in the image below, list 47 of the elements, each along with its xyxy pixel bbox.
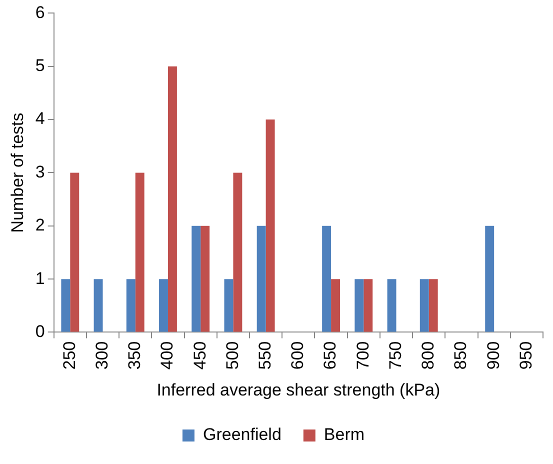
x-tick-label: 300 — [92, 341, 112, 370]
x-tick-label: 550 — [256, 341, 275, 370]
x-tick-label: 850 — [451, 341, 470, 370]
y-tick-label: 2 — [35, 216, 45, 235]
legend-label: Greenfield — [202, 425, 282, 444]
x-tick-label: 450 — [190, 341, 210, 370]
x-tick-label: 750 — [386, 341, 405, 370]
bar — [354, 279, 364, 332]
x-tick-label: 950 — [516, 341, 536, 370]
bar — [485, 226, 494, 332]
bar — [266, 120, 275, 332]
bar — [61, 279, 70, 332]
bar — [94, 279, 103, 332]
x-tick-label: 800 — [418, 341, 438, 370]
x-axis-title: Inferred average shear strength (kPa) — [156, 380, 440, 400]
bar — [428, 279, 438, 332]
x-tick-label: 250 — [60, 341, 79, 370]
bar — [70, 172, 80, 332]
y-tick-label: 1 — [35, 268, 45, 288]
bar — [200, 226, 210, 332]
bar — [159, 279, 168, 332]
bar — [331, 279, 340, 332]
bar — [387, 279, 396, 332]
bar — [233, 172, 242, 332]
y-tick-label: 5 — [35, 56, 45, 76]
bar — [192, 226, 201, 332]
x-tick-label: 650 — [320, 341, 340, 370]
x-tick-label: 500 — [222, 341, 242, 370]
x-tick-label: 350 — [125, 341, 144, 370]
y-axis-title: Number of tests — [8, 112, 27, 233]
bar — [135, 172, 144, 332]
y-tick-label: 0 — [35, 322, 45, 341]
bar — [168, 66, 177, 332]
y-tick-label: 6 — [35, 2, 45, 22]
y-tick-label: 4 — [35, 109, 45, 128]
x-tick-label: 700 — [353, 341, 372, 370]
legend-label: Berm — [324, 425, 365, 444]
bar — [126, 279, 136, 332]
x-tick-label: 400 — [158, 341, 177, 370]
bar — [322, 226, 332, 332]
x-tick-label: 900 — [484, 341, 503, 370]
bar — [420, 279, 429, 332]
bar — [364, 279, 373, 332]
bar — [256, 226, 266, 332]
bar — [224, 279, 234, 332]
y-tick-label: 3 — [35, 162, 45, 182]
x-tick-label: 600 — [288, 341, 308, 370]
